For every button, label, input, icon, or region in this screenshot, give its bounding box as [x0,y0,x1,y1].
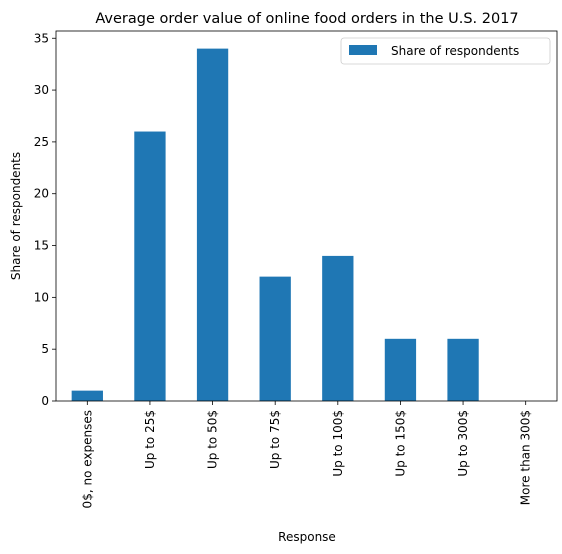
y-axis: 0 5 10 15 20 25 30 35 [34,31,56,408]
x-tick-label-5: Up to 150$ [393,410,407,477]
y-tick-label-7: 35 [34,31,49,45]
y-tick-label-6: 30 [34,83,49,97]
x-tick-label-4: Up to 100$ [331,410,345,477]
x-axis-label: Response [278,530,336,544]
legend: Share of respondents [341,38,550,64]
y-tick-label-3: 15 [34,239,49,253]
bar-0 [72,391,103,401]
y-axis-label: Share of respondents [9,152,23,280]
y-tick-label-2: 10 [34,290,49,304]
bar-2 [197,49,228,401]
x-tick-label-6: Up to 300$ [456,410,470,477]
x-tick-label-3: Up to 75$ [268,410,282,469]
bar-5 [385,339,416,401]
legend-label: Share of respondents [391,44,519,58]
bar-1 [134,132,165,401]
legend-swatch [349,45,377,55]
bar-4 [322,256,353,401]
x-axis: 0$, no expenses Up to 25$ Up to 50$ Up to 7… [80,401,532,508]
x-tick-label-2: Up to 50$ [206,410,220,469]
y-tick-label-4: 20 [34,187,49,201]
y-tick-label-1: 5 [41,342,49,356]
x-tick-label-0: 0$, no expenses [80,410,94,508]
plot-frame [56,31,557,401]
x-tick-label-1: Up to 25$ [143,410,157,469]
chart-title: Average order value of online food order… [95,11,518,27]
y-tick-label-0: 0 [41,394,49,408]
bar-3 [260,277,291,401]
bar-6 [447,339,478,401]
bars-group [72,49,479,401]
x-tick-label-7: More than 300$ [519,410,533,505]
y-tick-label-5: 25 [34,135,49,149]
